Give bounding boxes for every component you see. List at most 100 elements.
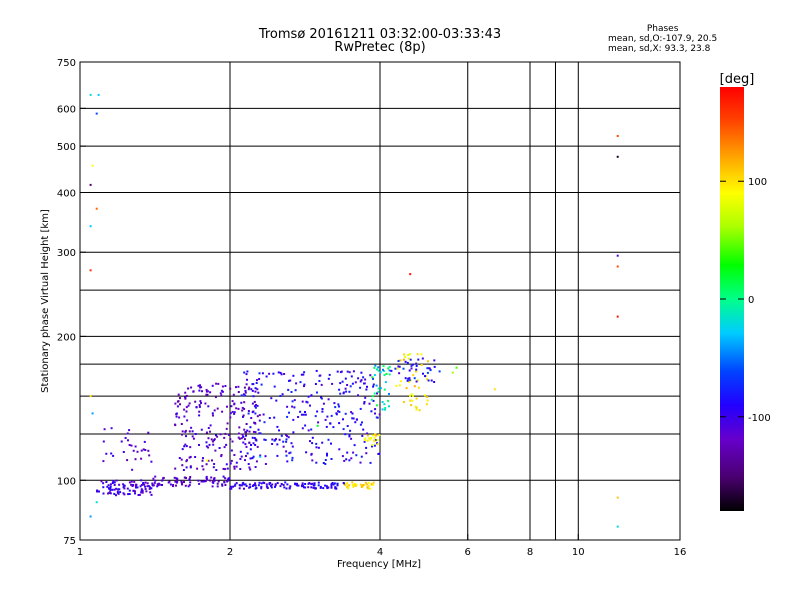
echo-point: [189, 481, 192, 484]
echo-point: [416, 379, 419, 382]
echo-point: [253, 400, 256, 403]
echo-point: [616, 496, 619, 499]
echo-point: [209, 430, 211, 433]
echo-point: [108, 492, 111, 494]
echo-point: [338, 422, 341, 425]
echo-point: [130, 483, 133, 486]
echo-point: [373, 444, 376, 447]
echo-point: [211, 485, 214, 488]
echo-point: [258, 432, 261, 435]
plot-frame: [79, 61, 681, 541]
echo-point: [377, 387, 380, 390]
echo-point: [359, 380, 362, 383]
echo-point: [243, 438, 246, 441]
y-tick-label: 400: [57, 188, 76, 199]
echo-point: [213, 479, 216, 482]
echo-point: [338, 410, 341, 413]
echo-point: [161, 479, 164, 482]
echo-point: [415, 408, 418, 411]
echo-point: [207, 427, 210, 429]
echo-point: [304, 486, 307, 489]
echo-point: [231, 410, 234, 413]
echo-point: [375, 384, 378, 387]
echo-point: [355, 454, 358, 457]
echo-point: [361, 434, 364, 437]
echo-point: [377, 369, 380, 372]
echo-point: [324, 418, 327, 421]
echo-point: [372, 434, 375, 437]
echo-point: [282, 440, 285, 443]
echo-point: [209, 424, 212, 427]
echo-point: [359, 423, 362, 426]
echo-point: [122, 483, 125, 486]
echo-point: [242, 441, 245, 444]
echo-point: [223, 436, 226, 439]
echo-point: [372, 483, 375, 486]
y-tick-label: 500: [57, 142, 76, 153]
echo-point: [336, 482, 339, 485]
echo-point: [407, 377, 410, 380]
echo-point: [322, 402, 325, 405]
echo-point: [148, 487, 151, 490]
echo-point: [416, 353, 419, 356]
echo-point: [200, 428, 203, 431]
echo-point: [248, 386, 251, 389]
echo-point: [426, 371, 429, 374]
echo-point: [254, 406, 257, 409]
echo-point: [310, 394, 313, 397]
echo-point: [244, 391, 247, 394]
echo-point: [194, 433, 197, 435]
echo-point: [338, 388, 341, 391]
echo-point: [348, 433, 351, 436]
echo-point: [374, 439, 377, 442]
echo-point: [377, 453, 380, 455]
echo-point: [415, 380, 418, 383]
echo-point: [291, 459, 294, 462]
echo-point: [373, 366, 376, 369]
echo-point: [415, 364, 418, 367]
echo-point: [233, 411, 236, 414]
echo-point: [331, 382, 334, 385]
echo-point: [126, 487, 129, 490]
echo-point: [315, 446, 318, 449]
echo-point: [422, 372, 424, 375]
echo-point: [366, 434, 369, 437]
echo-point: [146, 485, 149, 488]
echo-point: [270, 486, 273, 489]
echo-point: [229, 416, 232, 419]
echo-point: [237, 385, 240, 388]
echo-point: [215, 434, 217, 437]
echo-point: [337, 410, 340, 413]
echo-point: [244, 431, 247, 434]
echo-point: [302, 484, 305, 487]
echo-point: [322, 462, 325, 464]
echo-point: [271, 438, 274, 441]
x-tick-label: 8: [527, 547, 533, 558]
echo-point: [175, 477, 178, 480]
echo-point: [279, 371, 282, 374]
echo-point: [300, 485, 303, 488]
echo-point: [183, 415, 186, 418]
echo-point: [153, 481, 156, 484]
echo-point: [275, 399, 278, 402]
echo-point: [279, 485, 282, 488]
echo-point: [426, 399, 429, 402]
echo-point: [213, 463, 216, 465]
echo-point: [115, 487, 118, 490]
echo-point: [198, 410, 201, 413]
echo-point: [208, 443, 211, 446]
echo-point: [103, 428, 106, 431]
echo-point: [320, 383, 323, 386]
phases-heading: Phases: [646, 24, 679, 34]
echo-point: [433, 365, 436, 368]
echo-point: [359, 407, 362, 410]
echo-point: [220, 455, 223, 458]
echo-point: [369, 374, 372, 377]
echo-point: [307, 429, 310, 432]
echo-point: [423, 394, 426, 397]
echo-point: [126, 459, 129, 462]
echo-point: [252, 484, 255, 486]
echo-point: [207, 405, 210, 408]
echo-point: [89, 269, 92, 272]
echo-point: [91, 164, 94, 167]
